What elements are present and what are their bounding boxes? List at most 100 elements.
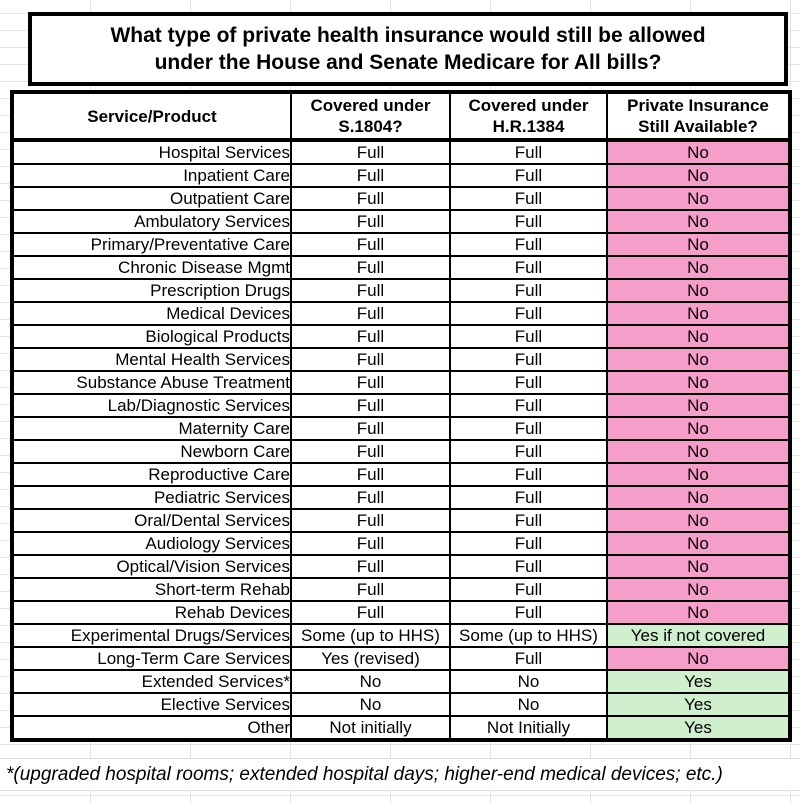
s1804-cell: Full bbox=[290, 186, 451, 211]
service-cell: Audiology Services bbox=[11, 531, 292, 556]
table-row: Lab/Diagnostic Services Full Full No bbox=[11, 393, 791, 418]
hr1384-cell: Full bbox=[449, 255, 608, 280]
available-cell: No bbox=[606, 508, 791, 533]
available-cell: No bbox=[606, 393, 791, 418]
available-cell: Yes bbox=[606, 669, 791, 694]
service-cell: Primary/Preventative Care bbox=[11, 232, 292, 257]
s1804-cell: Full bbox=[290, 393, 451, 418]
hr1384-cell: Full bbox=[449, 577, 608, 602]
service-cell: Other bbox=[11, 715, 292, 741]
table-row: Ambulatory Services Full Full No bbox=[11, 209, 791, 234]
service-cell: Inpatient Care bbox=[11, 163, 292, 188]
available-cell: No bbox=[606, 439, 791, 464]
table-row: Maternity Care Full Full No bbox=[11, 416, 791, 441]
available-cell: No bbox=[606, 324, 791, 349]
table-row: Outpatient Care Full Full No bbox=[11, 186, 791, 211]
table-row: Long-Term Care Services Yes (revised) Full… bbox=[11, 646, 791, 671]
service-cell: Rehab Devices bbox=[11, 600, 292, 625]
column-header-service-product: Service/Product bbox=[11, 91, 292, 142]
service-cell: Short-term Rehab bbox=[11, 577, 292, 602]
table-row: Chronic Disease Mgmt Full Full No bbox=[11, 255, 791, 280]
s1804-cell: Full bbox=[290, 301, 451, 326]
table-row: Medical Devices Full Full No bbox=[11, 301, 791, 326]
hr1384-cell: Full bbox=[449, 347, 608, 372]
s1804-cell: Full bbox=[290, 278, 451, 303]
available-cell: No bbox=[606, 163, 791, 188]
coverage-table: Service/Product Covered under S.1804? Co… bbox=[10, 90, 792, 742]
service-cell: Hospital Services bbox=[11, 139, 292, 165]
hr1384-cell: Full bbox=[449, 531, 608, 556]
service-cell: Newborn Care bbox=[11, 439, 292, 464]
s1804-cell: Some (up to HHS) bbox=[290, 623, 451, 648]
s1804-cell: Yes (revised) bbox=[290, 646, 451, 671]
hr1384-cell: Full bbox=[449, 324, 608, 349]
column-header-private-insurance-available: Private Insurance Still Available? bbox=[606, 91, 791, 142]
table-row: Pediatric Services Full Full No bbox=[11, 485, 791, 510]
s1804-cell: Full bbox=[290, 600, 451, 625]
column-header-covered-s1804: Covered under S.1804? bbox=[290, 91, 451, 142]
available-cell: No bbox=[606, 301, 791, 326]
available-cell: No bbox=[606, 370, 791, 395]
table-row: Prescription Drugs Full Full No bbox=[11, 278, 791, 303]
available-cell: No bbox=[606, 139, 791, 165]
hr1384-cell: Some (up to HHS) bbox=[449, 623, 608, 648]
available-cell: No bbox=[606, 209, 791, 234]
table-row: Audiology Services Full Full No bbox=[11, 531, 791, 556]
service-cell: Substance Abuse Treatment bbox=[11, 370, 292, 395]
service-cell: Maternity Care bbox=[11, 416, 292, 441]
s1804-cell: Full bbox=[290, 416, 451, 441]
table-row: Optical/Vision Services Full Full No bbox=[11, 554, 791, 579]
s1804-cell: Full bbox=[290, 531, 451, 556]
table-row: Short-term Rehab Full Full No bbox=[11, 577, 791, 602]
s1804-cell: Full bbox=[290, 347, 451, 372]
available-cell: No bbox=[606, 186, 791, 211]
available-cell: Yes bbox=[606, 692, 791, 717]
hr1384-cell: Full bbox=[449, 646, 608, 671]
table-row: Substance Abuse Treatment Full Full No bbox=[11, 370, 791, 395]
hr1384-cell: Full bbox=[449, 485, 608, 510]
available-cell: No bbox=[606, 531, 791, 556]
table-row: Mental Health Services Full Full No bbox=[11, 347, 791, 372]
hr1384-cell: No bbox=[449, 692, 608, 717]
service-cell: Reproductive Care bbox=[11, 462, 292, 487]
s1804-cell: Not initially bbox=[290, 715, 451, 741]
service-cell: Optical/Vision Services bbox=[11, 554, 292, 579]
table-row: Hospital Services Full Full No bbox=[11, 139, 791, 165]
hr1384-cell: Full bbox=[449, 462, 608, 487]
header-row: Service/Product Covered under S.1804? Co… bbox=[11, 91, 791, 142]
service-cell: Ambulatory Services bbox=[11, 209, 292, 234]
hr1384-cell: Full bbox=[449, 163, 608, 188]
available-cell: No bbox=[606, 278, 791, 303]
footnote: *(upgraded hospital rooms; extended hosp… bbox=[0, 758, 800, 791]
table-row: Rehab Devices Full Full No bbox=[11, 600, 791, 625]
s1804-cell: Full bbox=[290, 554, 451, 579]
hr1384-cell: Full bbox=[449, 301, 608, 326]
service-cell: Chronic Disease Mgmt bbox=[11, 255, 292, 280]
s1804-cell: Full bbox=[290, 485, 451, 510]
table-row: Elective Services No No Yes bbox=[11, 692, 791, 717]
available-cell: No bbox=[606, 462, 791, 487]
s1804-cell: Full bbox=[290, 508, 451, 533]
table-row: Other Not initially Not Initially Yes bbox=[11, 715, 791, 741]
table-row: Primary/Preventative Care Full Full No bbox=[11, 232, 791, 257]
available-cell: No bbox=[606, 232, 791, 257]
s1804-cell: Full bbox=[290, 209, 451, 234]
s1804-cell: Full bbox=[290, 439, 451, 464]
available-cell: No bbox=[606, 485, 791, 510]
service-cell: Long-Term Care Services bbox=[11, 646, 292, 671]
service-cell: Lab/Diagnostic Services bbox=[11, 393, 292, 418]
available-cell: No bbox=[606, 416, 791, 441]
table-body: Hospital Services Full Full No Inpatient Car… bbox=[11, 139, 791, 741]
hr1384-cell: Full bbox=[449, 416, 608, 441]
hr1384-cell: Full bbox=[449, 278, 608, 303]
hr1384-cell: Full bbox=[449, 209, 608, 234]
available-cell: Yes if not covered bbox=[606, 623, 791, 648]
table-row: Experimental Drugs/Services Some (up to H… bbox=[11, 623, 791, 648]
hr1384-cell: No bbox=[449, 669, 608, 694]
available-cell: No bbox=[606, 646, 791, 671]
service-cell: Experimental Drugs/Services bbox=[11, 623, 292, 648]
available-cell: No bbox=[606, 577, 791, 602]
hr1384-cell: Full bbox=[449, 186, 608, 211]
column-header-covered-hr1384: Covered under H.R.1384 bbox=[449, 91, 608, 142]
available-cell: No bbox=[606, 554, 791, 579]
